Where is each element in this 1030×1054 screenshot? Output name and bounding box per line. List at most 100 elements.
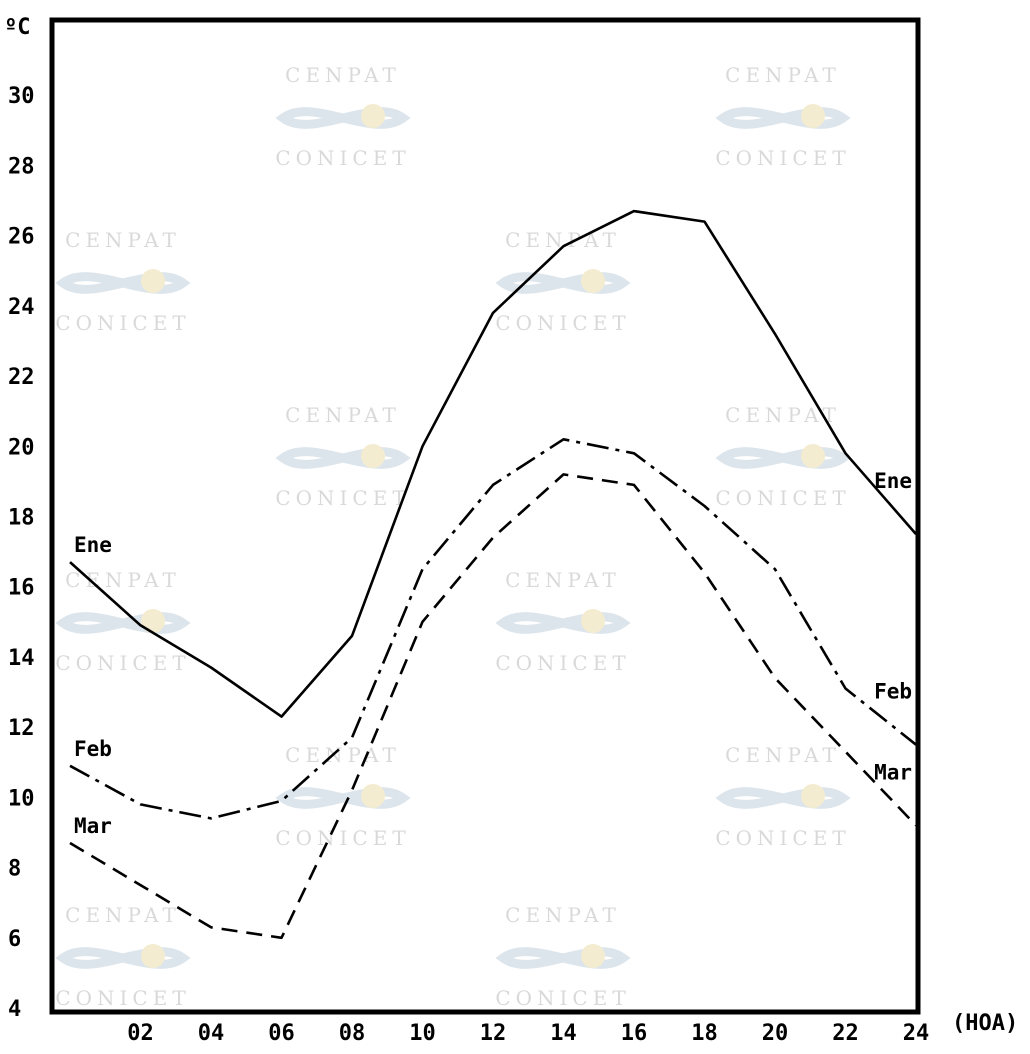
x-tick-label: 22 (832, 1021, 859, 1046)
watermark-logo: CENPAT CONICET (495, 903, 631, 1010)
watermark-cenpat-text: CENPAT (65, 228, 181, 252)
series-line-ene (69, 209, 917, 718)
watermark-sun-icon (581, 269, 605, 293)
x-tick-label: 18 (691, 1021, 718, 1046)
watermark-sun-icon (801, 104, 825, 128)
y-tick-label: 28 (8, 154, 35, 179)
y-tick-label: 20 (8, 435, 35, 460)
x-tick-label: 06 (268, 1021, 295, 1046)
watermark-cenpat-text: CENPAT (285, 743, 401, 767)
watermark-conicet-text: CONICET (275, 486, 410, 510)
series-label-mar-start: Mar (74, 814, 112, 838)
y-tick-label: 30 (8, 84, 35, 109)
y-tick-label: 18 (8, 506, 35, 531)
y-tick-label: 12 (8, 716, 35, 741)
series-lines (69, 209, 917, 940)
watermark-sun-icon (581, 609, 605, 633)
watermark-cenpat-text: CENPAT (725, 743, 841, 767)
watermark-logo: CENPAT CONICET (55, 228, 191, 335)
watermark-conicet-text: CONICET (275, 826, 410, 850)
watermark-conicet-text: CONICET (55, 986, 190, 1010)
watermark-cenpat-text: CENPAT (65, 568, 181, 592)
watermark-cenpat-text: CENPAT (285, 63, 401, 87)
watermark-infinity-icon (495, 612, 631, 634)
y-tick-label: 14 (8, 646, 35, 671)
y-tick-label: 4 (8, 997, 21, 1022)
watermark-infinity-icon (715, 787, 851, 809)
y-tick-label: 22 (8, 365, 35, 390)
x-tick-label: 16 (621, 1021, 648, 1046)
watermark-infinity-icon (715, 447, 851, 469)
y-tick-label: 6 (8, 927, 21, 952)
watermark-layer: CENPAT CONICET CENPAT CONICET CENPAT CONICET C… (55, 63, 851, 1010)
x-tick-label: 24 (903, 1021, 930, 1046)
watermark-infinity-icon (275, 107, 411, 129)
series-labels: Ene Ene Feb Feb Mar Mar (74, 469, 912, 838)
watermark-sun-icon (361, 784, 385, 808)
watermark-logo: CENPAT CONICET (715, 743, 851, 850)
watermark-infinity-icon (715, 107, 851, 129)
y-axis-unit-label: ºC (4, 15, 31, 40)
watermark-cenpat-text: CENPAT (65, 903, 181, 927)
watermark-logo: CENPAT CONICET (495, 568, 631, 675)
watermark-sun-icon (801, 444, 825, 468)
x-axis: 02 04 06 08 10 12 14 16 18 20 22 24 (127, 1021, 929, 1046)
x-tick-label: 04 (198, 1021, 225, 1046)
watermark-sun-icon (361, 104, 385, 128)
watermark-infinity-icon (495, 272, 631, 294)
y-tick-label: 8 (8, 857, 21, 882)
x-tick-label: 10 (409, 1021, 436, 1046)
watermark-logo: CENPAT CONICET (55, 568, 191, 675)
watermark-logo: CENPAT CONICET (275, 743, 411, 850)
x-tick-label: 02 (127, 1021, 154, 1046)
watermark-sun-icon (141, 609, 165, 633)
watermark-conicet-text: CONICET (495, 311, 630, 335)
watermark-cenpat-text: CENPAT (725, 63, 841, 87)
y-tick-label: 16 (8, 576, 35, 601)
watermark-infinity-icon (55, 272, 191, 294)
x-tick-label: 20 (762, 1021, 789, 1046)
watermark-conicet-text: CONICET (275, 146, 410, 170)
watermark-conicet-text: CONICET (495, 986, 630, 1010)
watermark-infinity-icon (275, 787, 411, 809)
x-tick-label: 12 (480, 1021, 507, 1046)
watermark-sun-icon (361, 444, 385, 468)
series-label-feb-start: Feb (74, 737, 112, 761)
watermark-conicet-text: CONICET (55, 651, 190, 675)
series-label-feb-end: Feb (874, 680, 912, 704)
watermark-sun-icon (141, 944, 165, 968)
series-line-feb (69, 437, 917, 820)
watermark-sun-icon (581, 944, 605, 968)
x-tick-label: 08 (339, 1021, 366, 1046)
y-tick-label: 10 (8, 786, 35, 811)
watermark-logo: CENPAT CONICET (715, 63, 851, 170)
series-label-ene-end: Ene (874, 469, 912, 493)
watermark-infinity-icon (55, 612, 191, 634)
watermark-logo: CENPAT CONICET (55, 903, 191, 1010)
watermark-logo: CENPAT CONICET (275, 63, 411, 170)
watermark-sun-icon (801, 784, 825, 808)
y-axis: 4 6 8 10 12 14 16 18 20 22 24 26 28 30 (8, 84, 35, 1022)
x-axis-unit-label: (HOA) (952, 1011, 1018, 1036)
watermark-infinity-icon (495, 947, 631, 969)
y-tick-label: 26 (8, 225, 35, 250)
series-line-mar (69, 473, 917, 940)
watermark-infinity-icon (55, 947, 191, 969)
watermark-cenpat-text: CENPAT (505, 568, 621, 592)
watermark-conicet-text: CONICET (495, 651, 630, 675)
watermark-conicet-text: CONICET (715, 146, 850, 170)
y-tick-label: 24 (8, 295, 35, 320)
watermark-conicet-text: CONICET (715, 486, 850, 510)
watermark-infinity-icon (275, 447, 411, 469)
watermark-sun-icon (141, 269, 165, 293)
series-label-mar-end: Mar (874, 760, 912, 784)
watermark-conicet-text: CONICET (55, 311, 190, 335)
watermark-cenpat-text: CENPAT (505, 903, 621, 927)
series-label-ene-start: Ene (74, 533, 112, 557)
x-tick-label: 14 (550, 1021, 577, 1046)
watermark-conicet-text: CONICET (715, 826, 850, 850)
